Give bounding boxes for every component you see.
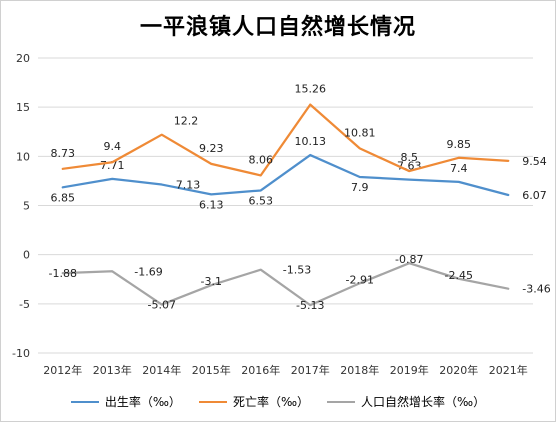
x-tick-label: 2021年 [489,363,528,377]
x-tick-label: 2017年 [291,363,330,377]
series-line [61,103,510,177]
data-label: 8.5 [401,151,419,164]
data-label: 8.06 [249,153,274,166]
legend-entry: 出生率（‰） [70,393,181,410]
data-label: -1.69 [134,265,162,278]
data-label: 9.23 [199,142,224,155]
legend-entry: 死亡率（‰） [198,393,310,410]
legend-swatch [70,400,99,403]
y-tick-label: 10 [16,150,30,163]
data-label: -0.87 [395,253,423,266]
x-tick-label: 2014年 [142,363,181,377]
y-tick-label: -10 [12,347,30,360]
data-label: 8.73 [51,147,76,160]
data-label: -2.91 [346,273,374,286]
series-line [61,262,510,307]
y-tick-label: 15 [16,101,30,114]
y-tick-label: 5 [23,200,30,213]
data-label: 10.81 [344,126,376,139]
data-label: 6.13 [199,198,224,211]
x-tick-label: 2019年 [390,363,429,377]
data-label: -5.07 [148,299,176,312]
data-label: 6.85 [51,191,76,204]
data-label: -5.13 [296,299,324,312]
data-label: -2.45 [445,269,473,282]
x-tick-label: 2013年 [93,363,132,377]
data-label: 6.53 [249,194,274,207]
x-tick-label: 2015年 [192,363,231,377]
data-label: 9.54 [522,155,547,168]
data-label: 15.26 [295,83,327,96]
data-label: -1.53 [283,264,311,277]
data-label: 9.85 [447,138,472,151]
legend-entry: 人口自然增长率（‰） [327,393,485,410]
y-tick-label: 20 [16,52,30,65]
data-label: 9.4 [104,140,122,153]
x-tick-label: 2012年 [43,363,82,377]
data-label: 7.71 [100,159,125,172]
x-tick-label: 2018年 [340,363,379,377]
data-label: 7.4 [450,162,468,175]
legend-swatch [327,400,356,403]
data-label: -1.88 [49,267,77,280]
data-label: -3.1 [201,275,222,288]
y-tick-label: 0 [23,249,30,262]
data-label: 7.13 [176,179,201,192]
legend-label: 出生率（‰） [104,395,181,409]
legend-swatch [198,400,227,403]
chart-title: 一平浪镇人口自然增长情况 [139,14,416,40]
chart-legend: 出生率（‰） 死亡率（‰） 人口自然增长率（‰） [0,393,556,410]
x-tick-label: 2016年 [241,363,280,377]
data-label: -3.46 [522,283,550,296]
series-line [61,153,510,197]
x-tick-label: 2020年 [439,363,478,377]
legend-label: 人口自然增长率（‰） [361,395,486,409]
data-label: 7.9 [351,181,369,194]
data-label: 6.07 [522,189,547,202]
legend-label: 死亡率（‰） [232,395,310,409]
data-label: 12.2 [174,115,199,128]
y-tick-label: -5 [19,298,30,311]
data-label: 10.13 [295,135,327,148]
